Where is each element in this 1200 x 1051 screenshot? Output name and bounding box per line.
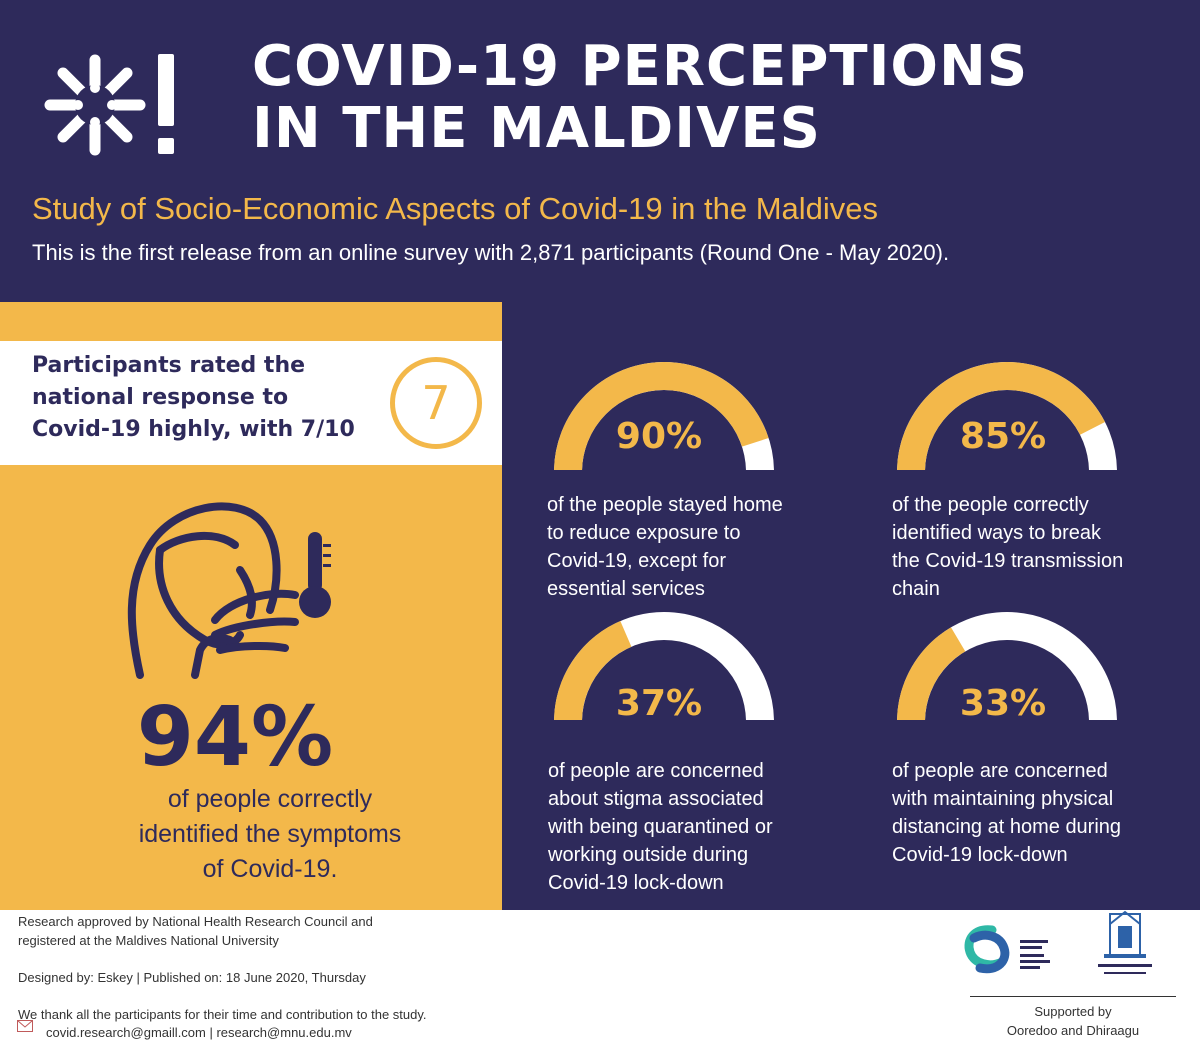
gauge-desc-line: with maintaining physical bbox=[892, 788, 1114, 810]
gauge-desc-line: identified ways to break bbox=[892, 522, 1102, 544]
gauge-desc-line: Covid-19, except for bbox=[547, 550, 726, 572]
gauge-desc-line: working outside during bbox=[548, 844, 749, 866]
page-title: COVID-19 PERCEPTIONS IN THE MALDIVES bbox=[252, 36, 1152, 160]
thermometer-icon bbox=[299, 532, 331, 618]
gauge-desc-line: to reduce exposure to bbox=[547, 522, 741, 544]
title-line-2: IN THE MALDIVES bbox=[252, 96, 822, 161]
credits: Designed by: Eskey | Published on: 18 Ju… bbox=[18, 970, 366, 985]
approval-line-1: Research approved by National Health Res… bbox=[18, 914, 373, 929]
mail-icon bbox=[17, 1020, 33, 1032]
approval-line-2: registered at the Maldives National Univ… bbox=[18, 933, 279, 948]
survey-description: This is the first release from an online… bbox=[32, 240, 950, 265]
support-credits: Supported by Ooredoo and Dhiraagu bbox=[970, 1002, 1176, 1040]
gauge-fill-arc bbox=[554, 621, 632, 720]
subtitle: Study of Socio-Economic Aspects of Covid… bbox=[32, 191, 879, 226]
gauge-desc-line: chain bbox=[892, 578, 940, 600]
gauge-desc-line: of the people stayed home bbox=[547, 494, 783, 516]
gauge-stigma bbox=[549, 610, 779, 720]
rating-text: Participants rated the national response… bbox=[32, 350, 382, 446]
gauge-transmission bbox=[892, 360, 1122, 470]
gauge-value-stayed-home: 90% bbox=[615, 416, 703, 457]
gauge-desc-stigma: of people are concerned about stigma ass… bbox=[548, 757, 848, 897]
gauge-stayed-home bbox=[549, 360, 779, 470]
gauge-svg bbox=[554, 362, 774, 470]
thanks-note: We thank all the participants for their … bbox=[18, 1007, 427, 1022]
gauge-distancing bbox=[892, 610, 1122, 720]
gauge-fill-arc bbox=[554, 362, 769, 470]
rating-score-circle: 7 bbox=[390, 357, 482, 449]
symptoms-desc-line-2: identified the symptoms bbox=[138, 820, 402, 848]
gauge-fill-arc bbox=[897, 627, 966, 720]
gauge-desc-stayed-home: of the people stayed home to reduce expo… bbox=[547, 491, 847, 603]
gauge-desc-line: essential services bbox=[547, 578, 705, 600]
gauge-desc-line: of people are concerned bbox=[892, 760, 1108, 782]
support-divider bbox=[970, 996, 1176, 997]
gauge-desc-line: the Covid-19 transmission bbox=[892, 550, 1124, 572]
gauge-svg bbox=[897, 362, 1117, 470]
gauge-desc-distancing: of people are concerned with maintaining… bbox=[892, 757, 1192, 869]
gauge-desc-line: of the people correctly bbox=[892, 494, 1089, 516]
symptoms-desc-line-1: of people correctly bbox=[167, 785, 373, 813]
symptoms-stat-value: 94% bbox=[136, 690, 334, 785]
gauge-desc-line: Covid-19 lock-down bbox=[892, 844, 1068, 866]
gauge-value-distancing: 33% bbox=[959, 683, 1047, 724]
gauge-fill-arc bbox=[897, 362, 1106, 470]
symptoms-desc-line-3: of Covid-19. bbox=[202, 855, 338, 883]
person-coughing-icon bbox=[127, 502, 299, 679]
gauge-value-transmission: 85% bbox=[959, 416, 1047, 457]
health-protection-agency-logo bbox=[964, 925, 1050, 974]
title-line-1: COVID-19 PERCEPTIONS bbox=[252, 34, 1029, 99]
rating-line-1: Participants rated the bbox=[32, 353, 306, 378]
header-background bbox=[0, 0, 1200, 302]
gauge-desc-line: of people are concerned bbox=[548, 760, 764, 782]
maldives-national-university-logo bbox=[1098, 910, 1152, 974]
gauge-value-stigma: 37% bbox=[615, 683, 703, 724]
gauge-desc-transmission: of the people correctly identified ways … bbox=[892, 491, 1192, 603]
gauge-desc-line: distancing at home during bbox=[892, 816, 1122, 838]
gauge-desc-line: with being quarantined or bbox=[548, 816, 773, 838]
gauge-desc-line: about stigma associated bbox=[548, 788, 764, 810]
gauge-svg bbox=[554, 612, 774, 720]
contact-emails[interactable]: covid.research@gmaill.com | research@mnu… bbox=[46, 1025, 352, 1040]
rating-line-3: Covid-19 highly, with 7/10 bbox=[32, 417, 355, 442]
gauge-desc-line: Covid-19 lock-down bbox=[548, 872, 724, 894]
symptoms-stat-description: of people correctly identified the sympt… bbox=[70, 782, 470, 887]
virus-alert-icon bbox=[44, 54, 174, 156]
support-line-1: Supported by bbox=[1034, 1004, 1112, 1019]
support-line-2: Ooredoo and Dhiraagu bbox=[1006, 1023, 1140, 1038]
rating-line-2: national response to bbox=[32, 385, 289, 410]
gauge-svg bbox=[897, 612, 1117, 720]
